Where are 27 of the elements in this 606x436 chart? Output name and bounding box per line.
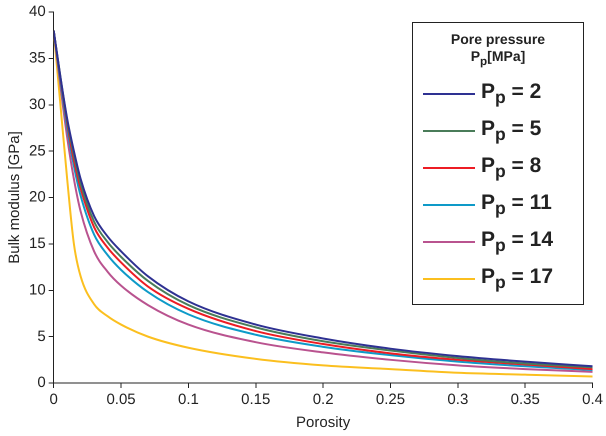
x-tick-label: 0.05 (106, 391, 136, 408)
y-tick-label: 25 (28, 142, 46, 160)
x-tick-label: 0 (50, 391, 58, 408)
y-tick-label: 15 (28, 235, 46, 252)
x-axis-title: Porosity (296, 414, 351, 432)
legend-label: P$_{p}$ = 5 (481, 117, 542, 146)
y-tick-label: 40 (28, 3, 46, 20)
y-axis-title: Bulk modulus [GPa] (6, 131, 24, 264)
x-tick-label: 0.4 (582, 391, 604, 408)
y-tick-label: 10 (28, 281, 46, 298)
legend-title: Pore pressure P$_{p}$[MPa] (450, 31, 546, 70)
y-tick-label: 5 (37, 328, 46, 345)
legend-label: P$_{p}$ = 14 (481, 228, 554, 256)
x-tick-label: 0.3 (447, 391, 468, 408)
legend-label: P$_{p}$ = 8 (481, 154, 542, 182)
x-tick-label: 0.35 (510, 391, 540, 408)
legend-label: P$_{p}$ = 17 (481, 265, 554, 294)
y-tick-label: 30 (28, 96, 46, 113)
x-tick-label: 0.25 (376, 391, 406, 408)
y-tick-label: 0 (37, 374, 46, 392)
x-tick-label: 0.2 (312, 391, 334, 408)
x-tick-label: 0.15 (241, 391, 270, 408)
legend-label: P$_{p}$ = 2 (481, 80, 542, 108)
y-tick-label: 20 (28, 188, 46, 206)
legend-label: P$_{p}$ = 11 (481, 191, 552, 220)
x-tick-label: 0.1 (178, 391, 199, 408)
y-tick-label: 35 (28, 50, 46, 67)
